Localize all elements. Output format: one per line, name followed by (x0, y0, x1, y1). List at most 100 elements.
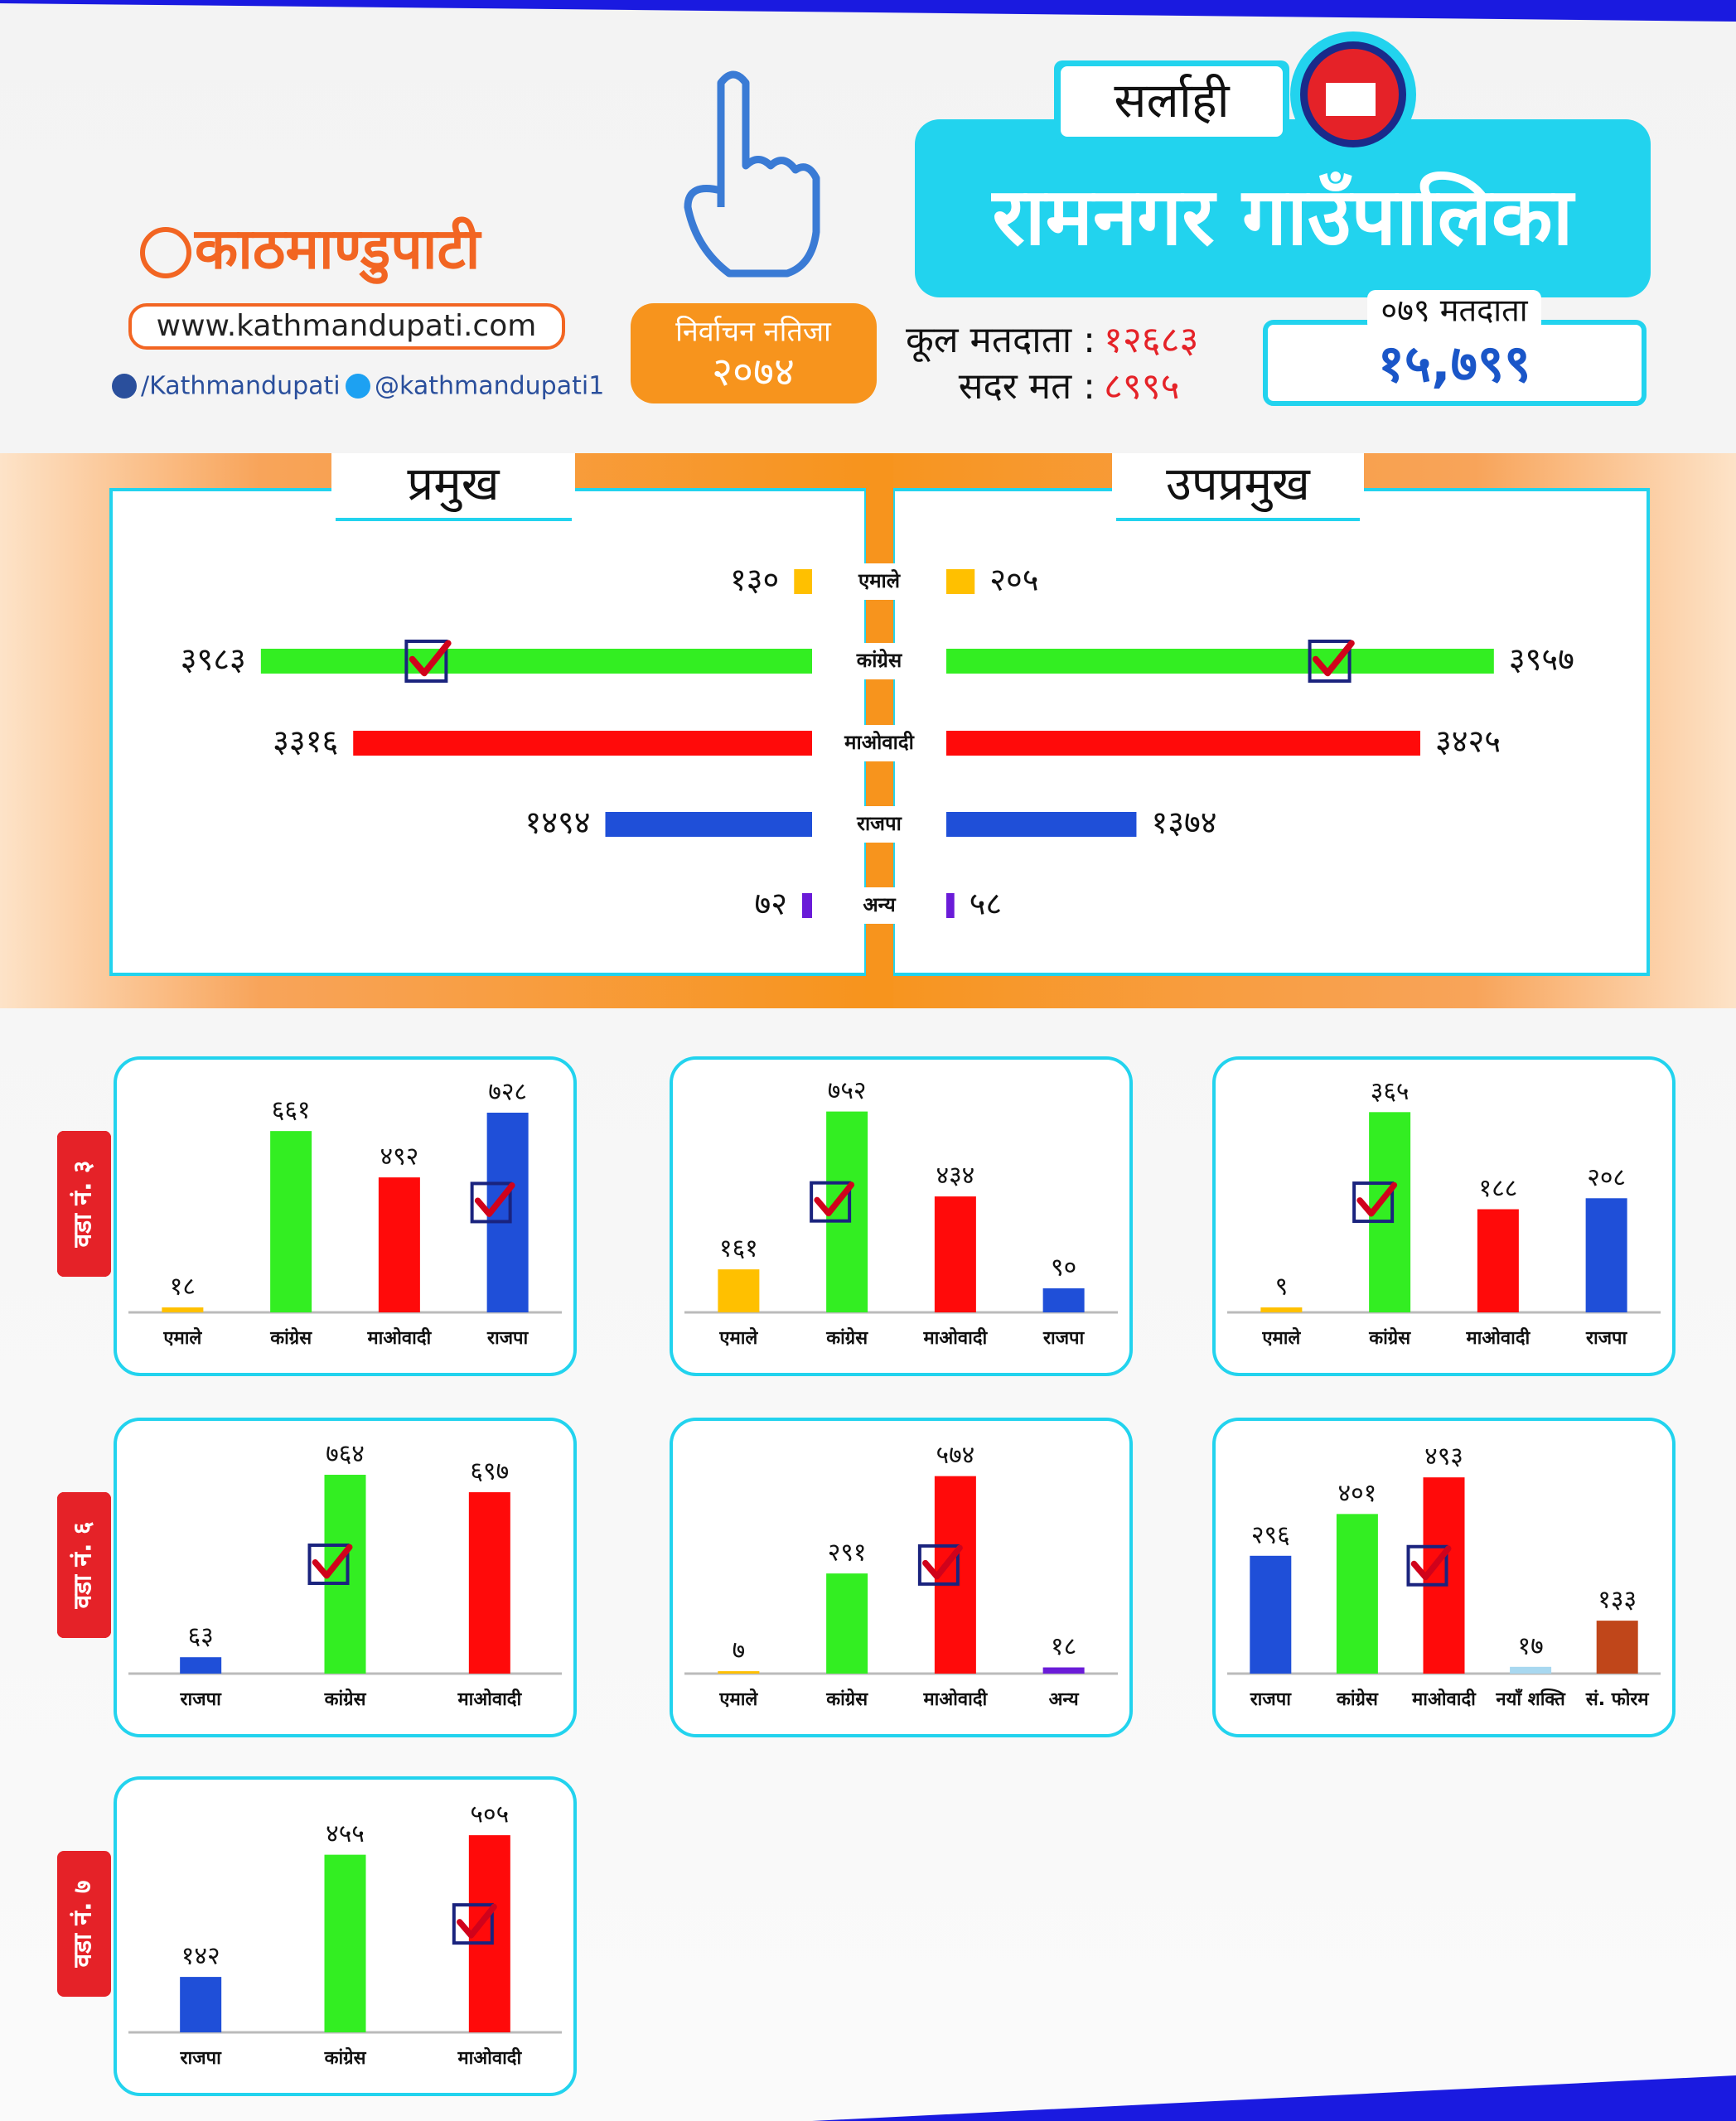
ward-box (114, 1056, 577, 1376)
bar (1510, 1666, 1552, 1674)
category-label: कांग्रेस (825, 1326, 868, 1349)
district-box (1061, 66, 1283, 137)
category-label: कांग्रेस (856, 649, 902, 672)
check-mark (474, 1182, 515, 1217)
category-label: माओवादी (457, 1688, 522, 1710)
value-label: १७ (1517, 1631, 1543, 1660)
total-voters-label: कूल मतदाता : (906, 319, 1095, 363)
bar (180, 1657, 222, 1674)
series-title: उपप्रमुख (1166, 457, 1311, 513)
check-box (307, 1544, 350, 1586)
ward-title: वडा नं. ७ (69, 1880, 98, 1968)
bar (180, 1977, 222, 2032)
category-label: एमाले (162, 1326, 202, 1349)
category-label: राजपा (1585, 1328, 1628, 1349)
value-label: १३३ (1598, 1586, 1637, 1615)
category-label-box (832, 806, 926, 843)
category-label: अन्य (1049, 1689, 1080, 1710)
check-box (1406, 1544, 1448, 1587)
bar (718, 1269, 760, 1312)
category-label: कांग्रेस (324, 2046, 367, 2069)
value-label: ३३१६ (273, 723, 338, 760)
ballot-box (1326, 83, 1376, 116)
value-label: ६६१ (272, 1096, 311, 1125)
value-label: २९१ (828, 1539, 867, 1568)
category-label-box (832, 887, 926, 924)
bar (1585, 1198, 1627, 1312)
category-label: एमाले (718, 1688, 758, 1710)
badge (631, 303, 877, 403)
ward-tab (57, 1131, 111, 1277)
bar (946, 812, 1137, 837)
bar (946, 893, 955, 918)
check-mark (814, 1181, 855, 1217)
url-box (128, 303, 565, 350)
category-label: माओवादी (1411, 1688, 1477, 1710)
logo-text: काठमाण्डुपाटी (193, 217, 482, 285)
bar (1477, 1209, 1519, 1312)
check-mark (457, 1903, 497, 1939)
value-label: ६३ (188, 1622, 214, 1651)
check-mark (1356, 1181, 1398, 1217)
bar (353, 731, 812, 756)
category-label: नयाँ शक्ति (1495, 1688, 1566, 1710)
value-label: ९ (1275, 1273, 1289, 1302)
valid-votes: ८९९५ (1104, 365, 1180, 408)
category-label: राजपा (1042, 1328, 1086, 1349)
voters-079-label: ०७९ मतदाता (1381, 292, 1528, 329)
value-label: ७५२ (828, 1076, 867, 1105)
check-box (404, 640, 448, 683)
ward-title: वडा नं. ३ (69, 1160, 98, 1248)
check-box (1308, 640, 1352, 683)
category-label: राजपा (486, 1328, 530, 1349)
bar (1596, 1621, 1638, 1674)
ward-box (670, 1056, 1133, 1376)
category-label: अन्य (863, 893, 896, 916)
check-box (810, 1181, 852, 1223)
category-label: राजपा (180, 1689, 223, 1710)
bar (826, 1573, 868, 1674)
bottom-stripe (812, 2075, 1736, 2121)
category-label: राजपा (856, 812, 902, 835)
value-label: २०८ (1587, 1163, 1626, 1192)
value-label: ७२८ (488, 1077, 527, 1106)
ward-box (670, 1418, 1133, 1737)
category-label: कांग्रेस (1368, 1326, 1411, 1349)
bar (270, 1131, 312, 1312)
category-label: कांग्रेस (324, 1688, 367, 1710)
logo-icon (140, 227, 191, 278)
bar (946, 649, 1494, 674)
category-label: सं. फोरम (1585, 1688, 1650, 1710)
top-stripe (0, 0, 1736, 22)
category-label: कांग्रेस (825, 1688, 868, 1710)
value-label: ५७४ (936, 1441, 974, 1470)
twitter: @kathmandupati1 (375, 372, 604, 401)
value-label: ७ (733, 1636, 746, 1665)
category-label: एमाले (858, 569, 902, 592)
bar (946, 731, 1420, 756)
hand-icon (684, 70, 820, 278)
left-title-tab (331, 453, 575, 521)
category-label: कांग्रेस (269, 1326, 312, 1349)
voters-079-tab (1367, 290, 1541, 331)
bar (260, 649, 812, 674)
bar (324, 1854, 366, 2032)
value-label: ३९८३ (181, 641, 246, 678)
value-label: १८८ (1478, 1174, 1517, 1203)
voters-079: १५,७९९ (1378, 333, 1531, 394)
badge-title: निर्वाचन नतिजा (675, 316, 832, 349)
value-label: ९० (1051, 1253, 1076, 1282)
value-label: ६९७ (470, 1457, 509, 1486)
value-label: ४०१ (1337, 1479, 1376, 1508)
value-label: ४५५ (326, 1819, 365, 1848)
value-label: ५०५ (470, 1800, 509, 1829)
category-label: राजपा (180, 2048, 223, 2069)
bar (1042, 1667, 1085, 1674)
category-label: माओवादी (923, 1688, 989, 1710)
check-mark (1410, 1545, 1452, 1581)
bar (605, 812, 812, 837)
district: सर्लाही (1114, 72, 1230, 128)
value-label: ५८ (970, 886, 1003, 922)
bar (946, 569, 975, 594)
bar (378, 1177, 420, 1312)
